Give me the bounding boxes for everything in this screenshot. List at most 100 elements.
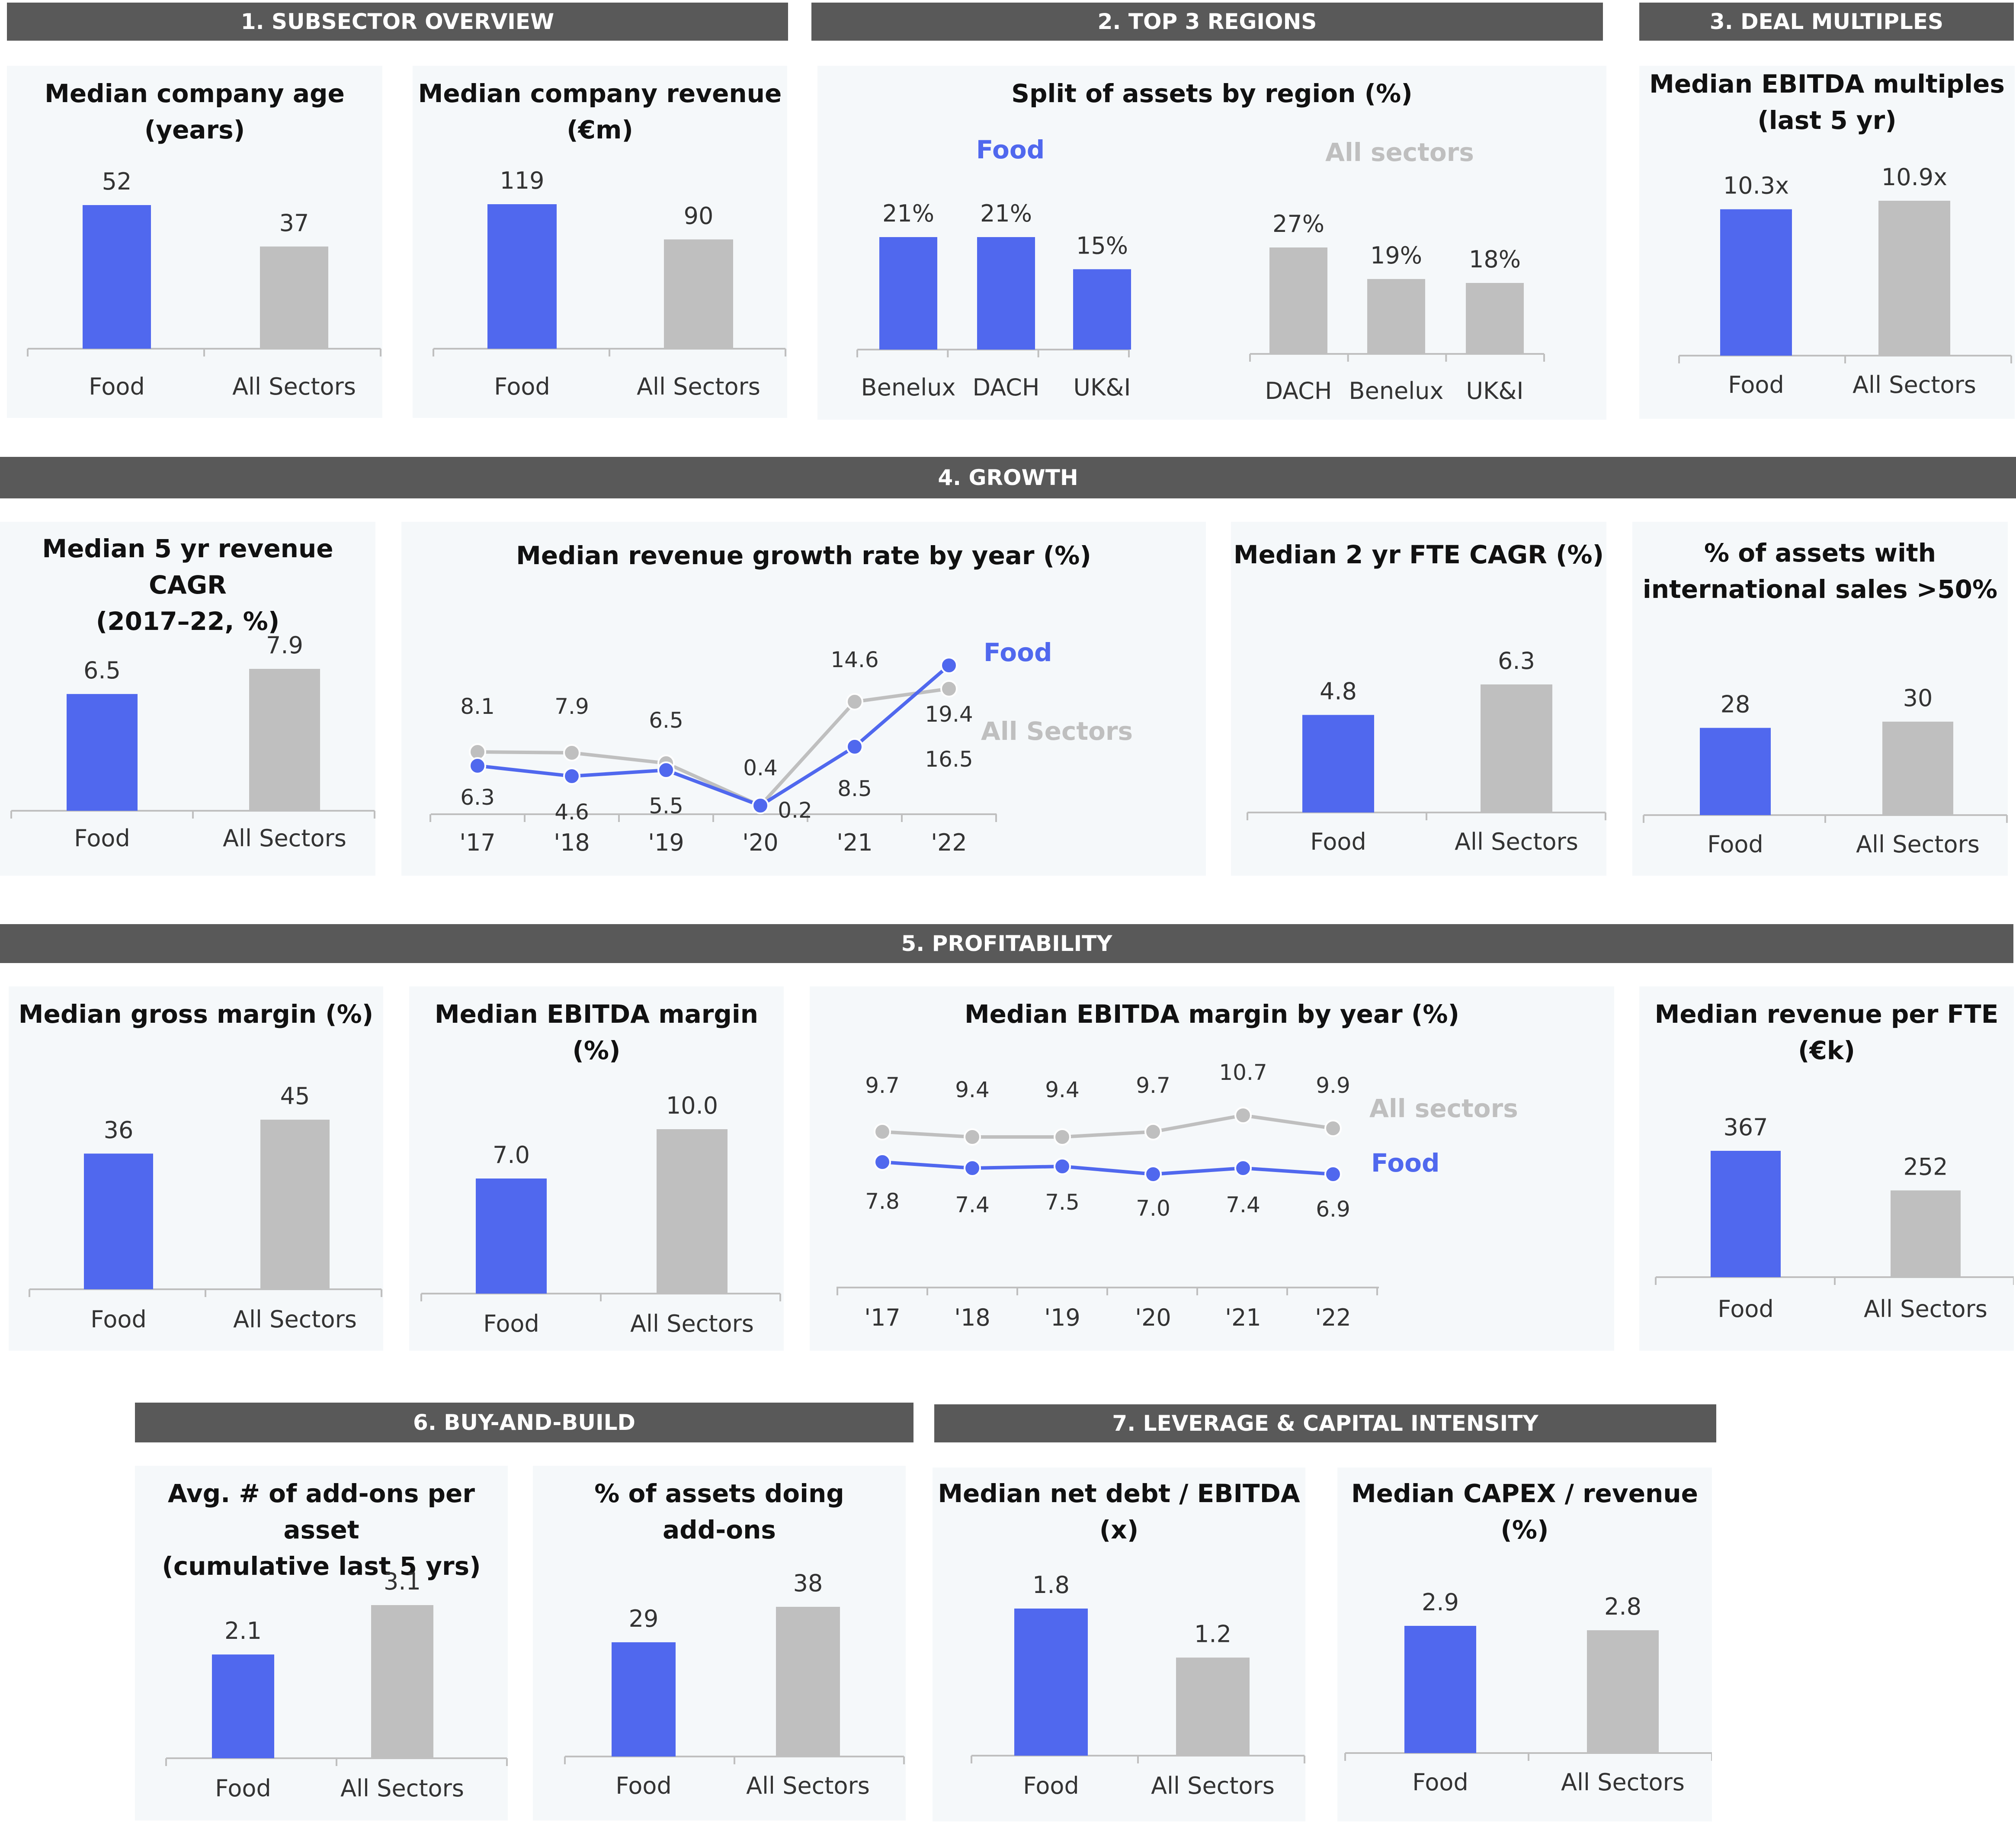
bar-all-sectors: [657, 1129, 728, 1294]
panel-title-line: Median EBITDA margin (%): [434, 999, 759, 1065]
bar-value-label: 45: [280, 1082, 310, 1110]
section-header-deal-multiples: 3. DEAL MULTIPLES: [1639, 3, 2014, 41]
bar-all-sectors: [1481, 684, 1552, 812]
add-ons-per-asset-bar-chart: 2.1 Food 3.1 All Sectors: [165, 1568, 508, 1802]
panel-title-line: (cumulative last 5 yrs): [162, 1551, 481, 1581]
panel-international-sales: % of assets with international sales >50%…: [1632, 522, 2008, 876]
data-point: [846, 693, 863, 710]
legend-label: All Sectors: [981, 716, 1133, 746]
category-label: All Sectors: [1455, 828, 1578, 855]
data-label: 14.6: [830, 647, 878, 672]
panel-title-line: Median 2 yr FTE CAGR (%): [1233, 540, 1604, 569]
data-label: 0.4: [743, 755, 778, 780]
bar-value-label: 36: [104, 1116, 134, 1143]
panel-median-2yr-fte-cagr: Median 2 yr FTE CAGR (%) 4.8 Food 6.3 All S…: [1231, 522, 1606, 876]
category-label: Food: [1728, 371, 1784, 398]
panel-title-line: (€m): [567, 115, 633, 145]
data-label: 9.4: [955, 1077, 990, 1102]
category-label: UK&I: [1074, 374, 1131, 401]
data-label: 7.4: [955, 1192, 990, 1217]
panel-median-ebitda-margin: Median EBITDA margin (%) 7.0 Food 10.0 All …: [409, 986, 784, 1351]
bar-value-label: 29: [629, 1605, 659, 1632]
data-label: 7.5: [1045, 1190, 1080, 1215]
ebitda-multiples-bar-chart: 10.3x Food 10.9x All Sectors: [1678, 164, 2012, 398]
company-revenue-bar-chart: 119 Food 90 All Sectors: [433, 167, 786, 400]
data-point: [752, 797, 769, 814]
bar-food: [1404, 1626, 1476, 1753]
panel-title-line: add-ons: [663, 1515, 776, 1545]
category-label: All Sectors: [630, 1310, 754, 1337]
category-label: All Sectors: [340, 1775, 464, 1802]
chart-subtitle: All sectors: [1325, 138, 1474, 167]
data-point: [563, 767, 580, 785]
data-label: 7.9: [554, 694, 589, 719]
category-label: Food: [1023, 1772, 1079, 1799]
bar-food: [67, 694, 138, 811]
bar-value-label: 119: [500, 167, 544, 194]
panel-split-of-assets-by-region: Split of assets by region (%) Food 21% Ben…: [817, 66, 1606, 420]
category-label: Food: [615, 1772, 672, 1799]
bar-value-label: 19%: [1370, 242, 1422, 269]
x-tick-label: '22: [1315, 1304, 1351, 1331]
x-tick-label: '20: [1135, 1304, 1171, 1331]
category-label: All Sectors: [1864, 1295, 1987, 1323]
panel-assets-doing-add-ons: % of assets doing add-ons 29 Food 38 All Sec…: [533, 1466, 906, 1821]
bar-all-sectors: [1878, 201, 1950, 356]
data-point: [1054, 1158, 1071, 1175]
data-label: 0.2: [778, 798, 812, 823]
category-label: All Sectors: [232, 373, 356, 400]
panel-title-line: Median CAPEX / revenue: [1351, 1479, 1698, 1508]
panel-ebitda-margin-by-year: Median EBITDA margin by year (%) '17'18 '…: [810, 986, 1614, 1351]
bar-food: [487, 204, 557, 349]
x-tick-label: '19: [648, 829, 684, 856]
data-point: [874, 1153, 891, 1171]
bar-value-label: 7.9: [266, 632, 303, 659]
bar-value-label: 4.8: [1320, 678, 1357, 705]
category-label: Food: [494, 373, 550, 400]
bar-value-label: 18%: [1469, 246, 1521, 273]
category-label: Benelux: [861, 374, 956, 401]
chart-subtitle: Food: [976, 135, 1045, 164]
category-label: All Sectors: [1853, 371, 1976, 398]
panel-median-ebitda-multiples: Median EBITDA multiples (last 5 yr) 10.3x…: [1639, 66, 2015, 419]
category-label: Food: [89, 373, 145, 400]
data-point: [563, 744, 580, 761]
bar-value-label: 1.8: [1032, 1571, 1070, 1599]
data-label: 8.5: [837, 776, 872, 801]
section-header-top-3-regions: 2. TOP 3 REGIONS: [811, 3, 1603, 41]
panel-title-line: % of assets doing: [594, 1479, 844, 1508]
bar-value-label: 10.3x: [1723, 172, 1789, 199]
ebitda-margin-line-chart: '17 '18 '19 '20 '21 '22 9.7 9.4 9.4 9.7 10.7 9.9 All…: [837, 1060, 1518, 1331]
legend-label: Food: [1371, 1148, 1439, 1178]
bar-value-label: 6.5: [83, 657, 121, 684]
data-point: [1234, 1107, 1252, 1124]
bar-food: [1720, 209, 1792, 356]
category-label: All Sectors: [223, 825, 346, 852]
category-label: Food: [1707, 831, 1763, 858]
section-header-profitability: 5. PROFITABILITY: [0, 924, 2013, 963]
bar-benelux: [879, 237, 937, 350]
x-tick-label: '21: [1225, 1304, 1261, 1331]
x-tick-label: '18: [954, 1304, 990, 1331]
panel-title-line: Median EBITDA margin by year (%): [964, 999, 1460, 1029]
category-label: Food: [1412, 1769, 1468, 1796]
category-label: DACH: [1265, 377, 1332, 405]
panel-title-line: % of assets with: [1704, 538, 1936, 568]
data-label: 7.4: [1226, 1192, 1260, 1217]
category-label: Food: [74, 825, 130, 852]
region-split-food-bar-chart: Food 21% Benelux 21% DACH 15% UK&I: [856, 135, 1131, 401]
data-label: 6.3: [460, 785, 495, 810]
bar-value-label: 252: [1903, 1153, 1948, 1180]
panel-median-5yr-revenue-cagr: Median 5 yr revenue CAGR (2017–22, %) 6.5…: [0, 522, 375, 876]
bar-food: [1014, 1609, 1088, 1756]
data-point: [964, 1128, 981, 1146]
category-label: All Sectors: [1151, 1772, 1275, 1799]
bar-value-label: 10.0: [666, 1092, 718, 1119]
data-label: 6.9: [1316, 1197, 1350, 1222]
bar-value-label: 21%: [882, 200, 934, 227]
bar-food: [1711, 1151, 1781, 1277]
bar-all-sectors: [664, 239, 733, 349]
section-header-leverage-capital-intensity: 7. LEVERAGE & CAPITAL INTENSITY: [934, 1404, 1716, 1442]
panel-title-line: Median gross margin (%): [18, 999, 374, 1029]
panel-capex-revenue: Median CAPEX / revenue (%) 2.9 Food 2.8 All …: [1337, 1468, 1712, 1821]
